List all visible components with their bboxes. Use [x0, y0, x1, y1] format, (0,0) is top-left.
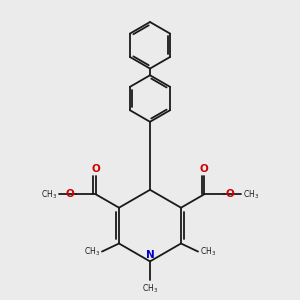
Text: CH$_3$: CH$_3$	[243, 188, 259, 200]
Text: N: N	[146, 250, 154, 260]
Text: CH$_3$: CH$_3$	[84, 245, 100, 258]
Text: CH$_3$: CH$_3$	[41, 188, 57, 200]
Text: O: O	[92, 164, 100, 174]
Text: CH$_3$: CH$_3$	[142, 282, 158, 295]
Text: O: O	[226, 189, 235, 199]
Text: O: O	[65, 189, 74, 199]
Text: O: O	[200, 164, 208, 174]
Text: CH$_3$: CH$_3$	[200, 245, 216, 258]
